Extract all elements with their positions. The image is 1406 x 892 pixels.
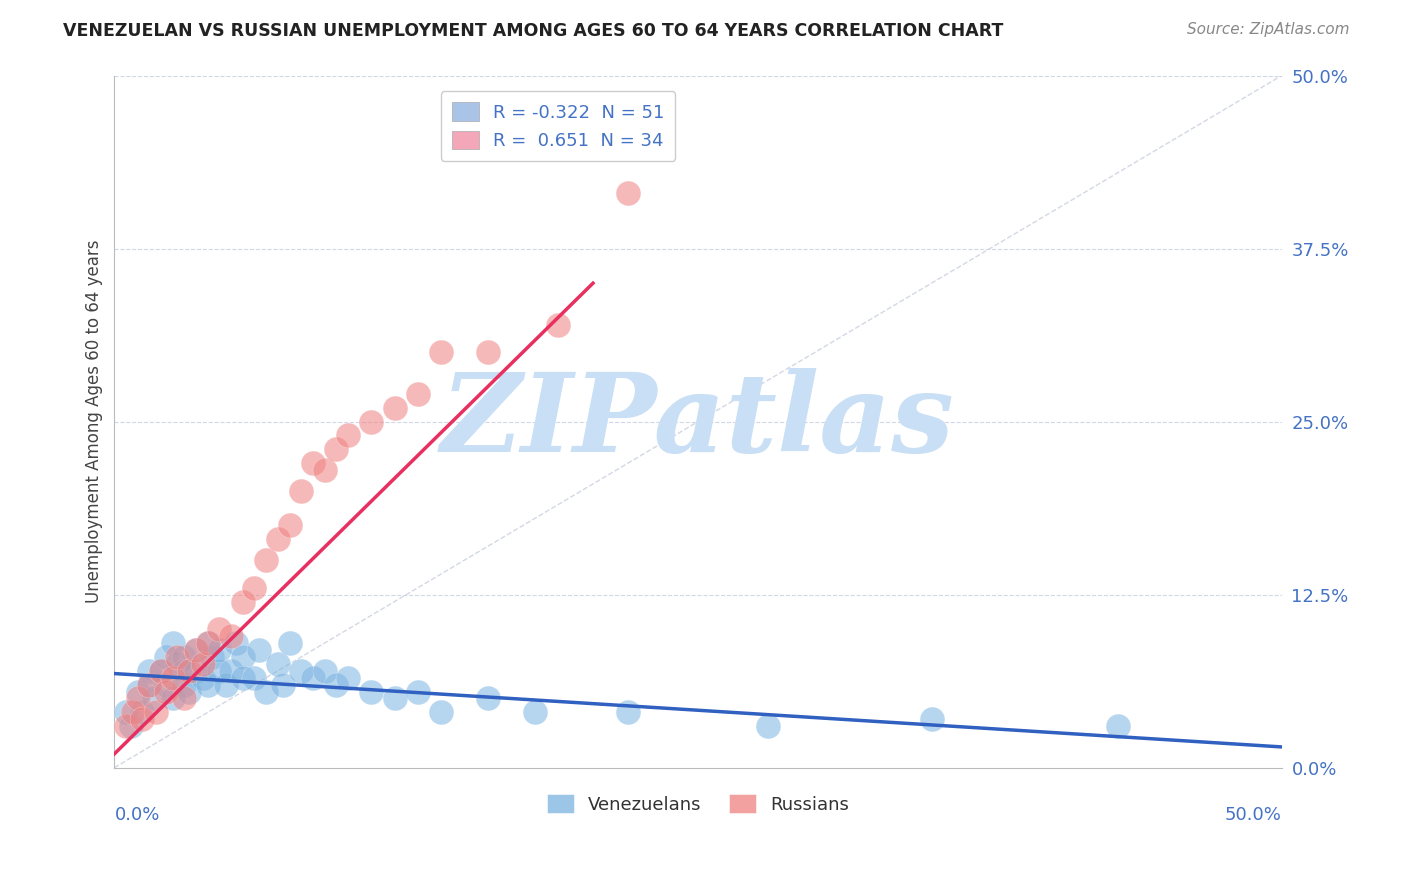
Point: [173, 691, 195, 706]
Point: [360, 684, 382, 698]
Point: [325, 678, 347, 692]
Point: [302, 671, 325, 685]
Point: [173, 664, 195, 678]
Point: [617, 706, 640, 720]
Point: [290, 483, 312, 498]
Point: [115, 719, 138, 733]
Point: [184, 643, 207, 657]
Point: [271, 678, 294, 692]
Point: [173, 649, 195, 664]
Point: [184, 664, 207, 678]
Point: [155, 684, 177, 698]
Point: [254, 684, 277, 698]
Legend: Venezuelans, Russians: Venezuelans, Russians: [540, 787, 856, 821]
Point: [225, 636, 247, 650]
Text: 0.0%: 0.0%: [114, 805, 160, 824]
Point: [138, 664, 160, 678]
Point: [302, 456, 325, 470]
Point: [232, 649, 254, 664]
Point: [197, 678, 219, 692]
Point: [201, 649, 224, 664]
Point: [162, 671, 184, 685]
Point: [314, 664, 336, 678]
Point: [756, 719, 779, 733]
Point: [155, 678, 177, 692]
Point: [384, 691, 406, 706]
Point: [143, 691, 166, 706]
Point: [406, 684, 429, 698]
Point: [150, 664, 173, 678]
Point: [120, 719, 142, 733]
Point: [267, 533, 290, 547]
Point: [115, 706, 138, 720]
Point: [122, 706, 145, 720]
Point: [145, 706, 167, 720]
Point: [243, 581, 266, 595]
Point: [131, 712, 153, 726]
Point: [336, 428, 359, 442]
Point: [290, 664, 312, 678]
Point: [430, 345, 453, 359]
Point: [162, 636, 184, 650]
Point: [131, 706, 153, 720]
Point: [138, 678, 160, 692]
Point: [921, 712, 943, 726]
Point: [278, 636, 301, 650]
Point: [384, 401, 406, 415]
Point: [162, 691, 184, 706]
Point: [267, 657, 290, 671]
Point: [430, 706, 453, 720]
Point: [150, 664, 173, 678]
Point: [360, 415, 382, 429]
Point: [208, 664, 231, 678]
Point: [314, 463, 336, 477]
Point: [208, 643, 231, 657]
Point: [138, 678, 160, 692]
Text: VENEZUELAN VS RUSSIAN UNEMPLOYMENT AMONG AGES 60 TO 64 YEARS CORRELATION CHART: VENEZUELAN VS RUSSIAN UNEMPLOYMENT AMONG…: [63, 22, 1004, 40]
Point: [179, 684, 201, 698]
Point: [477, 345, 499, 359]
Point: [325, 442, 347, 457]
Point: [406, 387, 429, 401]
Point: [617, 186, 640, 201]
Point: [197, 636, 219, 650]
Point: [173, 678, 195, 692]
Point: [166, 657, 188, 671]
Point: [547, 318, 569, 332]
Text: Source: ZipAtlas.com: Source: ZipAtlas.com: [1187, 22, 1350, 37]
Text: ZIPatlas: ZIPatlas: [441, 368, 955, 475]
Point: [127, 691, 149, 706]
Point: [208, 622, 231, 636]
Point: [1107, 719, 1129, 733]
Point: [191, 671, 214, 685]
Point: [127, 684, 149, 698]
Y-axis label: Unemployment Among Ages 60 to 64 years: Unemployment Among Ages 60 to 64 years: [86, 240, 103, 603]
Point: [247, 643, 270, 657]
Point: [179, 664, 201, 678]
Point: [219, 664, 242, 678]
Point: [254, 553, 277, 567]
Point: [232, 594, 254, 608]
Point: [219, 629, 242, 643]
Text: 50.0%: 50.0%: [1225, 805, 1282, 824]
Point: [243, 671, 266, 685]
Point: [197, 636, 219, 650]
Point: [155, 649, 177, 664]
Point: [191, 657, 214, 671]
Point: [278, 518, 301, 533]
Point: [232, 671, 254, 685]
Point: [184, 643, 207, 657]
Point: [166, 649, 188, 664]
Point: [336, 671, 359, 685]
Point: [523, 706, 546, 720]
Point: [477, 691, 499, 706]
Point: [215, 678, 238, 692]
